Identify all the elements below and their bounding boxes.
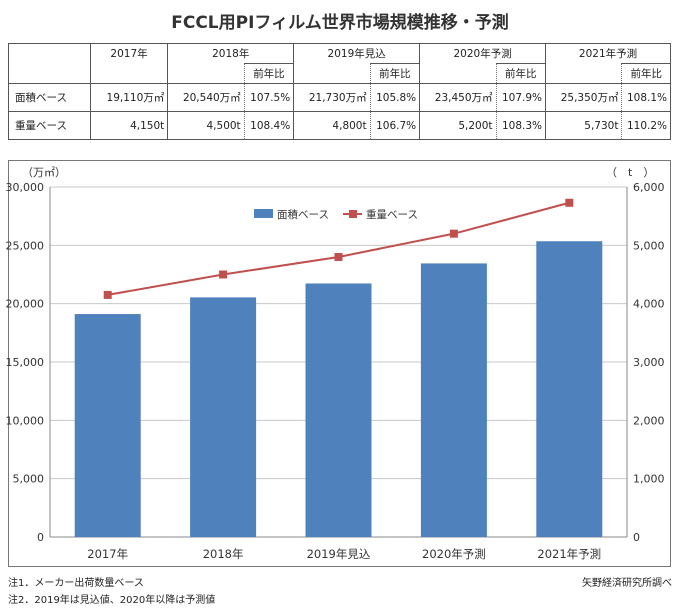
page-title: FCCL用PIフィルム世界市場規模推移・予測 [171,13,509,33]
table-cell: 5,200t [419,111,497,140]
line-point [565,198,574,207]
x-tick-label: 2017年 [87,547,128,561]
table-cell-yoy: 110.2% [621,111,671,140]
y-tick-label-right: 0 [633,531,640,544]
table-cell-yoy: 108.4% [243,111,295,140]
y-axis-label-left: （万㎡） [22,166,66,179]
table-cell-yoy: 106.7% [369,111,421,140]
x-tick-label: 2020年予測 [422,547,486,561]
chart-frame [8,160,671,567]
y-tick-label-left: 10,000 [6,414,45,427]
table-cell: 4,800t [293,111,371,140]
row-label: 重量ベース [8,111,91,140]
x-tick-label: 2021年予測 [537,547,601,561]
y-tick-label-right: 5,000 [633,239,665,252]
legend-swatch-bar [254,209,273,218]
bar [536,241,603,537]
table-cell-yoy: 107.5% [243,83,295,112]
table-cell: 4,150t [89,111,169,140]
table-cell: 20,540万㎡ [167,83,245,112]
table-subheader-yoy: 前年比 [621,63,671,84]
y-tick-label-right: 6,000 [633,181,665,194]
source-note: 矢野経済研究所調べ [582,578,672,589]
y-tick-label-left: 30,000 [6,181,45,194]
x-tick-label: 2019年見込 [307,547,371,561]
data-table: 2017年 2018年 2019年見込 2020年予測 2021年予測 前年比 … [8,43,671,140]
line-point [103,290,112,299]
table-cell: 4,500t [167,111,245,140]
x-tick-label: 2018年 [203,547,244,561]
table-row: 面積ベース 19,110万㎡ 20,540万㎡ 107.5% 21,730万㎡ … [8,83,671,112]
bar [190,297,257,537]
y-tick-label-left: 5,000 [13,473,45,486]
table-header-row: 2017年 2018年 2019年見込 2020年予測 2021年予測 [8,43,671,64]
y-tick-label-left: 0 [37,531,44,544]
table-subheader-row: 前年比 前年比 前年比 前年比 [8,63,671,84]
y-tick-label-right: 1,000 [633,473,665,486]
y-tick-label-right: 2,000 [633,414,665,427]
table-header: 2018年 [167,43,295,64]
bar [74,314,141,537]
bar [420,263,487,537]
y-tick-label-left: 15,000 [6,356,45,369]
table-cell: 21,730万㎡ [293,83,371,112]
table-header: 2020年予測 [419,43,547,64]
table-cell: 5,730t [545,111,623,140]
table-cell-yoy: 108.1% [621,83,671,112]
line-point [334,253,343,261]
table-cell: 19,110万㎡ [89,83,169,112]
y-tick-label-left: 25,000 [6,239,45,252]
note-2: 注2．2019年は見込値、2020年以降は予測値 [8,595,216,606]
y-axis-label-right: （ t ） [606,166,654,179]
y-tick-label-right: 3,000 [633,356,665,369]
table-subheader-yoy: 前年比 [369,63,421,84]
series-line [107,201,570,296]
y-tick-label-left: 20,000 [6,298,45,311]
legend-label: 面積ベース [277,208,329,221]
table-header: 2017年 [89,43,169,64]
line-point [219,270,228,279]
note-1: 注1．メーカー出荷数量ベース [8,578,144,589]
table-cell-yoy: 105.8% [369,83,421,112]
y-tick-label-right: 4,000 [633,298,665,311]
legend-swatch-marker [349,210,357,218]
line-point [449,229,458,238]
table-row: 重量ベース 4,150t 4,500t 108.4% 4,800t 106.7%… [8,111,671,140]
bar [305,283,372,537]
table-header: 2021年予測 [545,43,671,64]
legend-label: 重量ベース [366,208,418,221]
